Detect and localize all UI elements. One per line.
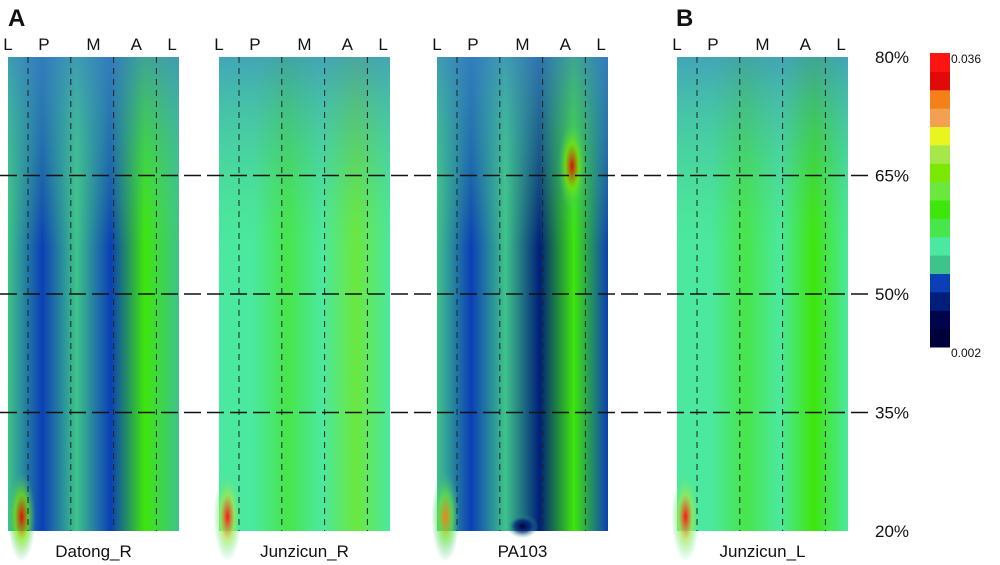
panel-datong_r: L P M A L Datong_R	[3, 35, 179, 562]
colorbar-min-label: 0.002	[951, 346, 981, 360]
y-tick-label: 35%	[875, 404, 909, 423]
column-tick-label: A	[800, 35, 812, 54]
panel-name: PA103	[498, 542, 548, 561]
colorbar-bin	[930, 236, 950, 256]
y-tick-label: 80%	[875, 48, 909, 67]
column-tick-label: M	[86, 35, 100, 54]
column-tick-label: L	[596, 35, 605, 54]
hotspot	[558, 121, 587, 212]
y-axis-labels: 80% 65% 50% 35% 20%	[875, 48, 909, 541]
colorbar-bin	[930, 126, 950, 146]
colorbar-bin	[930, 218, 950, 238]
column-tick-label: L	[432, 35, 441, 54]
column-tick-label: P	[707, 35, 718, 54]
hotspot	[7, 471, 36, 562]
y-tick-label: 50%	[875, 285, 909, 304]
colorbar-bin	[930, 255, 950, 274]
colorbar-bin	[930, 163, 950, 183]
heatmap-panels: L P M A L Datong_R L P M A L Junzicun_R L P M A L PA103 L P…	[3, 35, 848, 562]
colorbar-bin	[930, 328, 950, 348]
column-tick-label: M	[515, 35, 529, 54]
colorbar-bin	[930, 181, 950, 201]
colorbar-bin	[930, 291, 950, 311]
column-tick-label: P	[249, 35, 260, 54]
hotspot	[671, 471, 700, 562]
hotspot	[431, 471, 460, 562]
colorbar	[930, 53, 950, 348]
hotspot	[213, 471, 242, 562]
panel-junzicun_l: L P M A L Junzicun_L	[671, 35, 848, 562]
panel-letter-a: A	[8, 5, 25, 32]
colorbar-bin	[930, 71, 950, 91]
column-tick-label: L	[214, 35, 223, 54]
column-tick-label: P	[38, 35, 49, 54]
percent-gridlines	[0, 174, 868, 414]
column-tick-label: M	[755, 35, 769, 54]
y-tick-label: 20%	[875, 522, 909, 541]
colorbar-bin	[930, 200, 950, 219]
panel-junzicun_r: L P M A L Junzicun_R	[213, 35, 390, 562]
panel-name: Junzicun_R	[260, 542, 349, 561]
y-tick-label: 65%	[875, 167, 909, 186]
panel-name: Datong_R	[55, 542, 132, 561]
column-tick-label: P	[467, 35, 478, 54]
column-tick-label: L	[3, 35, 12, 54]
column-tick-label: L	[167, 35, 176, 54]
column-tick-label: L	[672, 35, 681, 54]
panel-letter-b: B	[676, 5, 693, 32]
column-tick-label: A	[131, 35, 143, 54]
panel-pa103: L P M A L PA103	[431, 35, 608, 562]
column-tick-label: L	[836, 35, 845, 54]
colorbar-max-label: 0.036	[951, 52, 981, 66]
colorbar-bin	[930, 310, 950, 330]
column-tick-label: A	[560, 35, 572, 54]
colorbar-bin	[930, 273, 950, 293]
colorbar-bin	[930, 53, 950, 72]
column-tick-label: M	[297, 35, 311, 54]
colorbar-bin	[930, 89, 950, 109]
colorbar-bin	[930, 144, 950, 164]
panel-name: Junzicun_L	[719, 542, 805, 561]
hotspot	[506, 514, 539, 539]
column-tick-label: L	[378, 35, 387, 54]
column-tick-label: A	[342, 35, 354, 54]
colorbar-bin	[930, 108, 950, 127]
